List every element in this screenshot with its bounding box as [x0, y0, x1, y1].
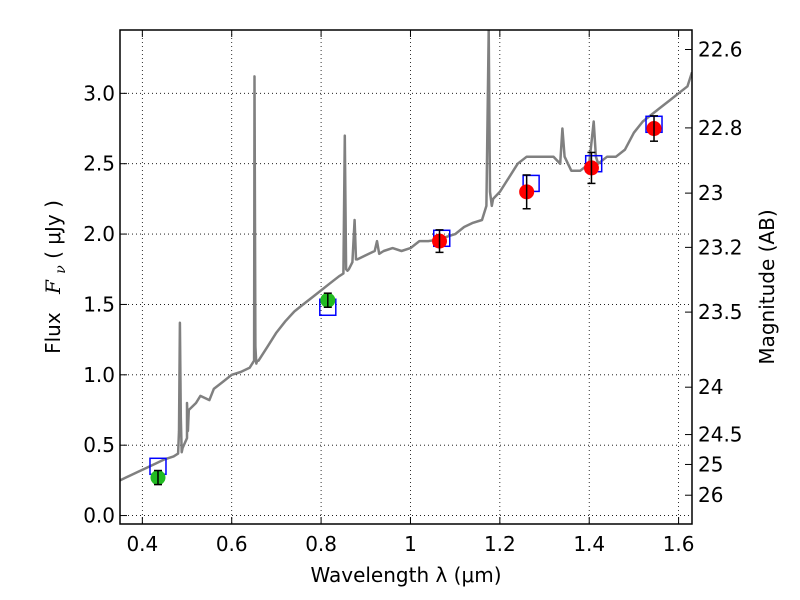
- plot-frame: [119, 29, 693, 525]
- magnitude-tick-label: 22.8: [698, 116, 743, 140]
- magnitude-tick-label: 23.5: [698, 300, 743, 324]
- x-tick-label: 0.8: [305, 532, 337, 556]
- x-tick-label: 1.6: [663, 532, 695, 556]
- y-axis-label-text: Flux: [41, 312, 65, 354]
- y-axis-label-subscript: ν: [53, 265, 69, 274]
- spectrum-series: [120, 30, 692, 482]
- magnitude-tick-label: 24.5: [698, 423, 743, 447]
- y-tick-label: 1.5: [83, 292, 115, 316]
- y-axis-label: Flux F ν ( μJy ): [41, 200, 70, 354]
- y-tick-label: 0.0: [83, 504, 115, 528]
- x-tick-label: 0.6: [216, 532, 248, 556]
- y-tick-label: 2.5: [83, 152, 115, 176]
- magnitude-tick-label: 23: [698, 181, 723, 205]
- grid: [120, 30, 692, 524]
- y-tick-label: 1.0: [83, 363, 115, 387]
- x-tick-label: 1.2: [484, 532, 516, 556]
- y-axis-label-symbol: F: [41, 279, 65, 295]
- y-tick-label: 0.5: [83, 433, 115, 457]
- magnitude-tick-label: 23.2: [698, 235, 743, 259]
- x-tick-label: 0.4: [126, 532, 158, 556]
- x-tick-label: 1.4: [573, 532, 605, 556]
- x-tick-label: 1: [404, 532, 417, 556]
- magnitude-tick-label: 25: [698, 452, 723, 476]
- y-tick-label: 3.0: [83, 81, 115, 105]
- axis-ticks: 0.4 0.6 0.8 1 1.2 1.4 1.6 0.0 0.5 1.0 1.5 2.0 2.5 3.0…: [83, 30, 743, 556]
- magnitude-axis-label: Magnitude (AB): [755, 209, 779, 364]
- x-axis-label: Wavelength λ (μm): [310, 563, 501, 587]
- spectrum-line: [120, 30, 692, 482]
- y-axis-label-unit: ( μJy ): [41, 200, 65, 259]
- magnitude-tick-label: 22.6: [698, 37, 743, 61]
- observed-point-series: [150, 115, 662, 486]
- magnitude-tick-label: 26: [698, 483, 723, 507]
- magnitude-tick-label: 24: [698, 375, 723, 399]
- y-tick-label: 2.0: [83, 222, 115, 246]
